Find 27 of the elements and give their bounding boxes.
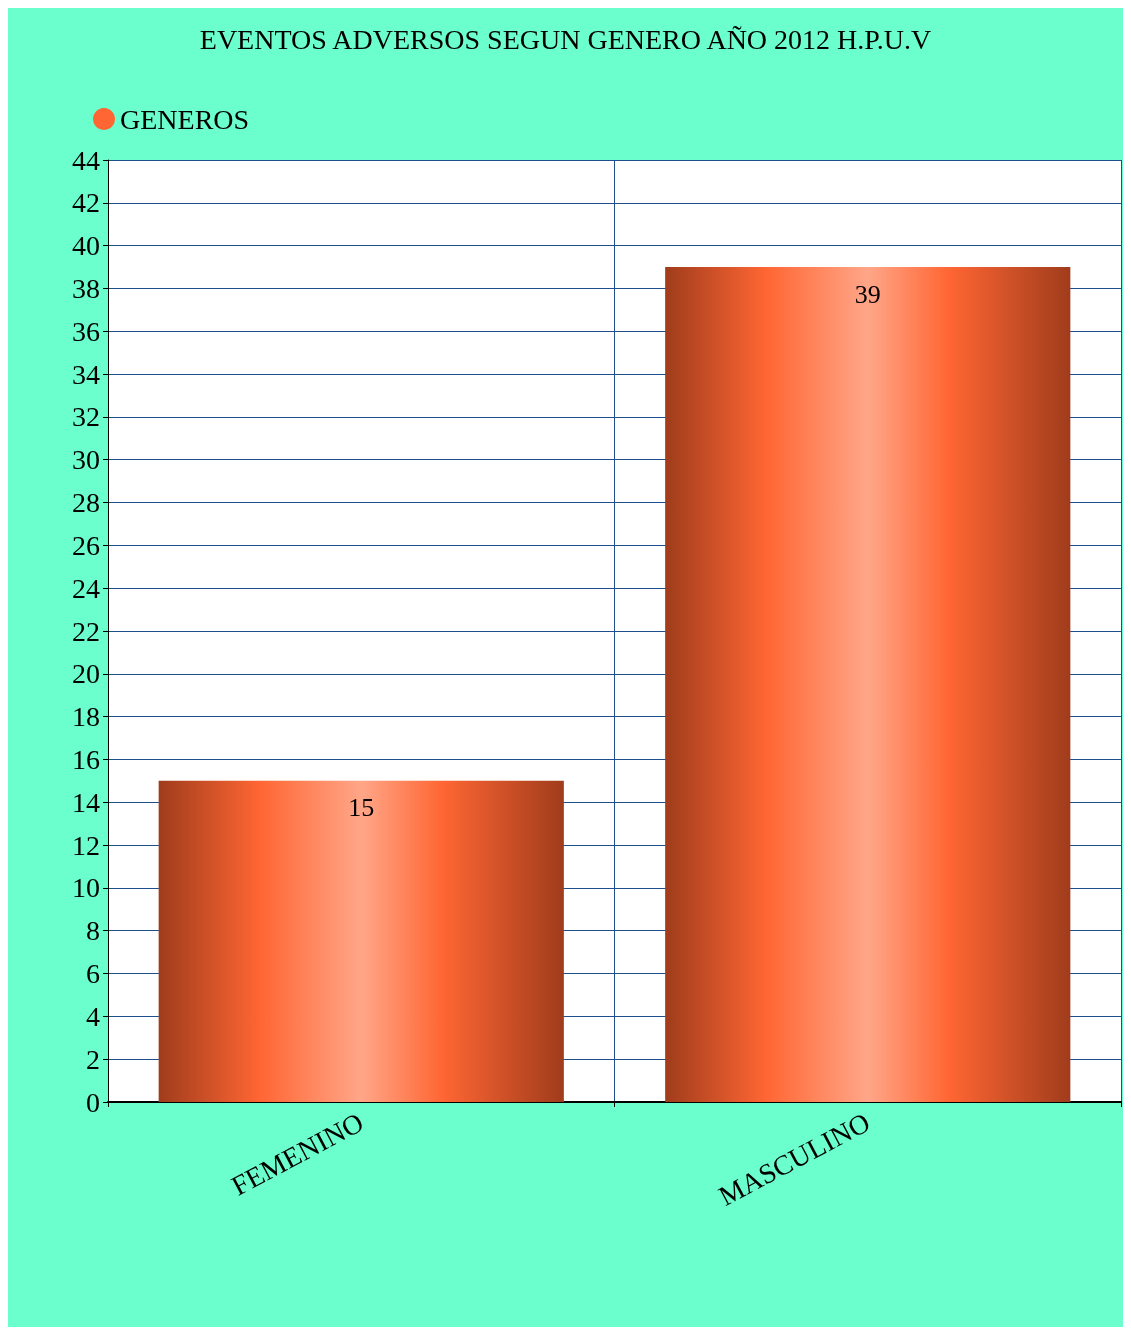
y-tick-label: 26 [72, 529, 100, 561]
data-label: 39 [854, 279, 881, 309]
y-tick-label: 18 [72, 701, 100, 733]
chart-title: EVENTOS ADVERSOS SEGUN GENERO AÑO 2012 H.P.U.V [199, 23, 932, 55]
y-tick-label: 8 [86, 915, 100, 947]
y-tick-label: 40 [72, 230, 100, 262]
y-tick-label: 22 [72, 615, 100, 647]
y-tick-label: 14 [72, 786, 100, 818]
y-tick-label: 2 [86, 1043, 100, 1075]
y-tick-label: 20 [72, 658, 100, 690]
y-tick-label: 36 [72, 315, 100, 347]
legend-label: GENEROS [120, 103, 250, 135]
y-tick-label: 24 [72, 572, 100, 604]
y-tick-label: 34 [72, 358, 100, 390]
y-tick-label: 32 [72, 401, 100, 433]
y-tick-label: 12 [72, 829, 100, 861]
y-tick-label: 28 [72, 487, 100, 519]
y-tick-label: 30 [72, 444, 100, 476]
y-tick-label: 4 [86, 1000, 100, 1032]
data-label: 15 [348, 793, 375, 823]
y-tick-label: 10 [72, 872, 100, 904]
y-tick-label: 16 [72, 743, 100, 775]
y-tick-label: 6 [86, 958, 100, 990]
y-tick-label: 0 [86, 1086, 100, 1118]
y-tick-label: 42 [72, 187, 100, 219]
y-tick-label: 38 [72, 272, 100, 304]
y-tick-label: 44 [72, 144, 100, 176]
